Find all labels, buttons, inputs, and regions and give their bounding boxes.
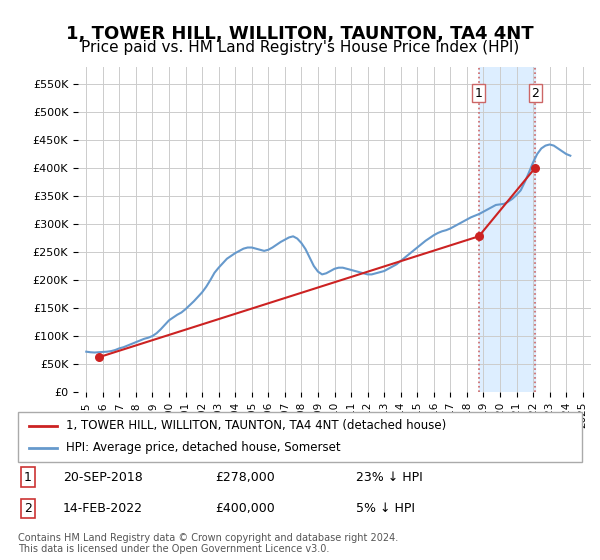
Point xyxy=(530,164,540,172)
Point xyxy=(474,232,484,241)
Text: 5% ↓ HPI: 5% ↓ HPI xyxy=(356,502,415,515)
Text: 1, TOWER HILL, WILLITON, TAUNTON, TA4 4NT (detached house): 1, TOWER HILL, WILLITON, TAUNTON, TA4 4N… xyxy=(66,419,446,432)
Text: 1, TOWER HILL, WILLITON, TAUNTON, TA4 4NT: 1, TOWER HILL, WILLITON, TAUNTON, TA4 4N… xyxy=(66,25,534,43)
Bar xyxy=(479,67,535,392)
Text: 14-FEB-2022: 14-FEB-2022 xyxy=(63,502,143,515)
Text: Contains HM Land Registry data © Crown copyright and database right 2024.
This d: Contains HM Land Registry data © Crown c… xyxy=(18,533,398,554)
Text: 23% ↓ HPI: 23% ↓ HPI xyxy=(356,470,423,484)
Text: HPI: Average price, detached house, Somerset: HPI: Average price, detached house, Some… xyxy=(66,441,341,454)
FancyBboxPatch shape xyxy=(18,412,582,462)
Text: 2: 2 xyxy=(23,502,32,515)
Text: 1: 1 xyxy=(23,470,32,484)
Text: £400,000: £400,000 xyxy=(215,502,275,515)
Text: 20-SEP-2018: 20-SEP-2018 xyxy=(63,470,143,484)
Point xyxy=(94,353,103,362)
Text: 2: 2 xyxy=(531,87,539,100)
Text: 1: 1 xyxy=(475,87,483,100)
Text: Price paid vs. HM Land Registry's House Price Index (HPI): Price paid vs. HM Land Registry's House … xyxy=(81,40,519,55)
Text: £278,000: £278,000 xyxy=(215,470,275,484)
